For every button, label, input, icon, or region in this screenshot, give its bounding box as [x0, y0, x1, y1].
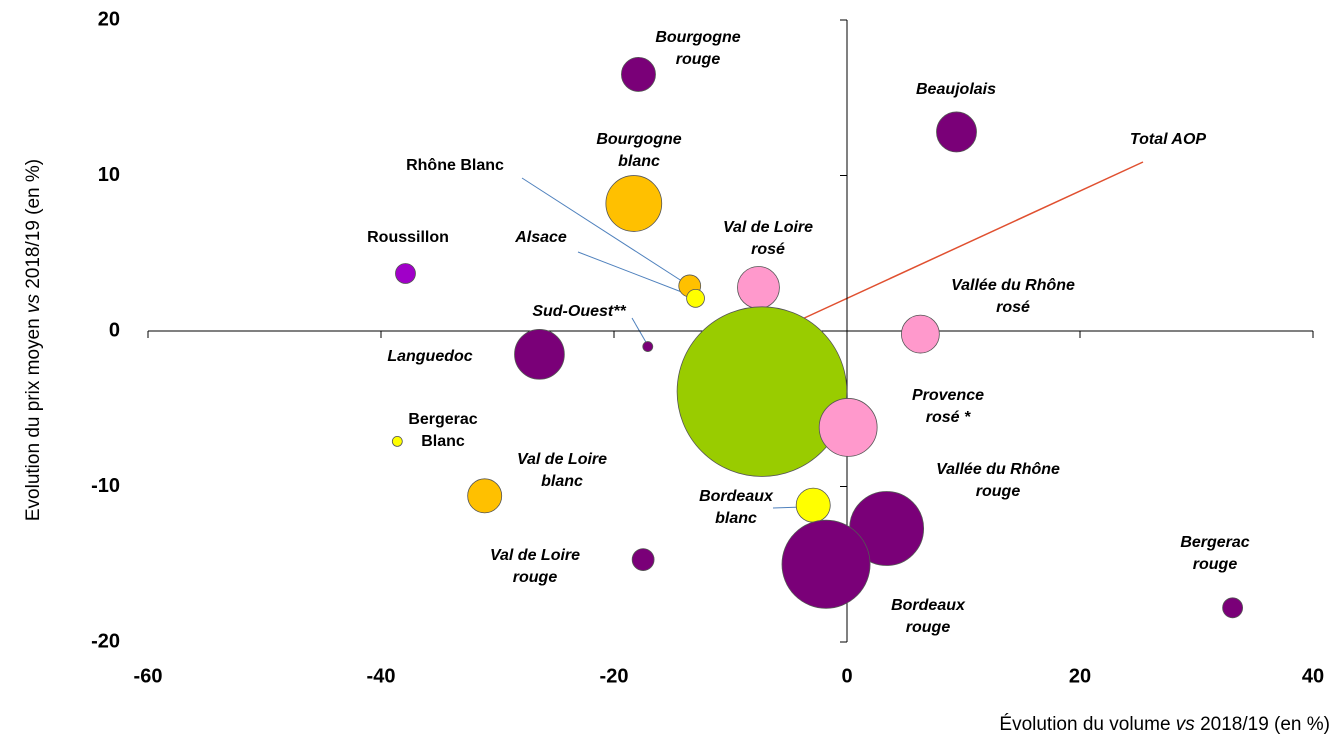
bubble-label: blanc — [541, 473, 583, 490]
bubble-label: Beaujolais — [916, 81, 996, 98]
bubble — [676, 306, 848, 477]
y-axis-title-part: Evolution du prix moyen — [23, 313, 44, 521]
bubble — [818, 398, 878, 457]
bubble — [391, 436, 403, 447]
bubble — [795, 487, 831, 523]
x-tick-label: -20 — [600, 665, 629, 687]
bubble-label: Rhône Blanc — [406, 157, 504, 174]
bubble — [395, 263, 416, 284]
y-tick-label: -10 — [91, 475, 120, 497]
x-axis-title-part: Évolution du volume — [999, 714, 1175, 735]
bubble — [737, 266, 780, 309]
bubble-label: Val de Loire — [517, 451, 607, 468]
y-axis-title: Evolution du prix moyen vs 2018/19 (en %… — [23, 159, 44, 521]
bubble — [901, 314, 940, 354]
bubble-label: Languedoc — [387, 348, 472, 365]
bubble-label: Bordeaux — [891, 597, 966, 614]
bubble — [514, 329, 565, 380]
bubble-label: Vallée du Rhône — [936, 461, 1060, 478]
x-tick-label: 0 — [841, 665, 852, 687]
y-axis-title-part: 2018/19 (en %) — [23, 159, 44, 294]
y-tick-label: 0 — [109, 319, 120, 341]
bubble — [781, 519, 871, 609]
y-tick-label: 20 — [98, 8, 120, 30]
bubble-label: Blanc — [421, 433, 465, 450]
bubble — [467, 478, 503, 514]
bubble-label: Val de Loire — [490, 547, 580, 564]
bubble — [686, 289, 705, 308]
bubble-label: Vallée du Rhône — [951, 277, 1075, 294]
leader-line — [577, 251, 693, 297]
bubble-label: Bourgogne — [655, 29, 740, 46]
bubble-label: Alsace — [514, 229, 567, 246]
x-tick-label: 40 — [1302, 665, 1324, 687]
bubble-label: Bordeaux — [699, 488, 774, 505]
bubble-label: Bergerac — [408, 411, 477, 428]
bubble-label: Val de Loire — [723, 219, 813, 236]
bubble-label: rouge — [906, 619, 951, 636]
bubble-label: rosé — [751, 241, 785, 258]
bubble — [621, 56, 656, 92]
bubble-label: rosé — [996, 299, 1030, 316]
bubble-label: Sud-Ouest** — [532, 303, 626, 320]
bubble-label: rouge — [513, 569, 558, 586]
bubble-label: Bergerac — [1180, 534, 1249, 551]
bubble-label: rouge — [976, 483, 1021, 500]
x-axis-title-part: vs — [1176, 714, 1196, 735]
y-axis-title-part: vs — [23, 294, 44, 314]
x-tick-label: -60 — [134, 665, 163, 687]
bubble-label: Bourgogne — [596, 131, 681, 148]
x-tick-label: -40 — [367, 665, 396, 687]
bubble-label: rosé * — [926, 409, 971, 426]
bubble-label: Provence — [912, 387, 984, 404]
bubble — [631, 548, 655, 571]
bubble-label: rouge — [1193, 556, 1238, 573]
x-axis-title-part: 2018/19 (en %) — [1195, 714, 1330, 735]
x-axis-title: Évolution du volume vs 2018/19 (en %) — [999, 714, 1330, 735]
y-tick-label: -20 — [91, 630, 120, 652]
leader-line — [799, 161, 1144, 321]
x-tick-label: 20 — [1069, 665, 1091, 687]
bubble — [1222, 597, 1244, 619]
bubble-label: Roussillon — [367, 229, 449, 246]
y-tick-label: 10 — [98, 164, 120, 186]
bubble-label: blanc — [618, 153, 660, 170]
bubble-label: blanc — [715, 510, 757, 527]
bubble — [642, 341, 654, 352]
bubble — [936, 111, 977, 153]
bubble-label: Total AOP — [1130, 131, 1206, 148]
leader-line — [521, 177, 689, 286]
bubble — [605, 175, 663, 232]
bubble-label: rouge — [676, 51, 721, 68]
